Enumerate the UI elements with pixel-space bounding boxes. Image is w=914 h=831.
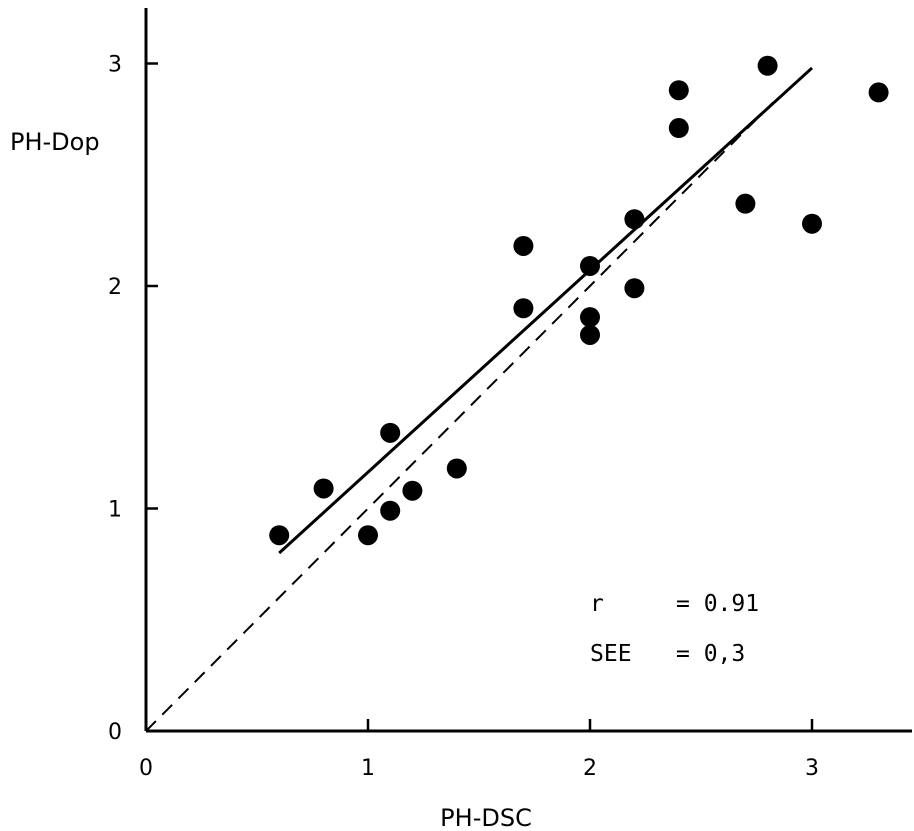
data-point — [580, 255, 600, 276]
y-tick-label: 1 — [108, 498, 122, 523]
data-point — [402, 480, 423, 501]
data-point — [269, 525, 290, 546]
identity-line — [145, 96, 780, 732]
data-point — [868, 82, 889, 103]
data-point — [380, 422, 401, 443]
data-point — [624, 209, 645, 230]
data-point — [757, 55, 778, 76]
stat-value: = 0.91 — [676, 591, 759, 617]
axes — [144, 8, 912, 733]
x-axis-title: PH-DSC — [440, 804, 532, 831]
data-point — [513, 235, 534, 256]
data-point — [580, 324, 600, 345]
data-point — [513, 298, 534, 319]
data-point — [624, 278, 645, 299]
x-tick-label: 3 — [805, 756, 819, 781]
stat-label: r — [590, 591, 604, 617]
y-axis-title: PH-Dop — [10, 128, 100, 156]
data-point — [668, 80, 689, 101]
data-point — [380, 500, 401, 521]
y-tick-label: 3 — [108, 53, 122, 78]
data-point — [668, 118, 689, 139]
stat-label: SEE — [590, 641, 632, 667]
stat-value: = 0,3 — [676, 641, 745, 667]
regression-line — [278, 66, 814, 555]
data-point — [735, 193, 756, 214]
statistics-annotation: r = 0.91 SEE = 0,3 — [590, 591, 759, 667]
y-tick-label: 2 — [108, 275, 122, 300]
y-tick-label: 0 — [108, 720, 122, 745]
axis-labels: 0 1 2 3 0 1 2 3 PH-DSC PH-Dop — [10, 53, 819, 831]
data-point — [580, 307, 600, 328]
reference-lines — [145, 66, 814, 732]
x-tick-label: 0 — [139, 756, 153, 781]
data-point — [446, 458, 467, 479]
data-point — [313, 478, 334, 499]
x-tick-label: 1 — [361, 756, 375, 781]
data-points — [269, 55, 889, 546]
x-tick-label: 2 — [583, 756, 597, 781]
data-point — [802, 213, 822, 234]
data-point — [358, 525, 378, 546]
